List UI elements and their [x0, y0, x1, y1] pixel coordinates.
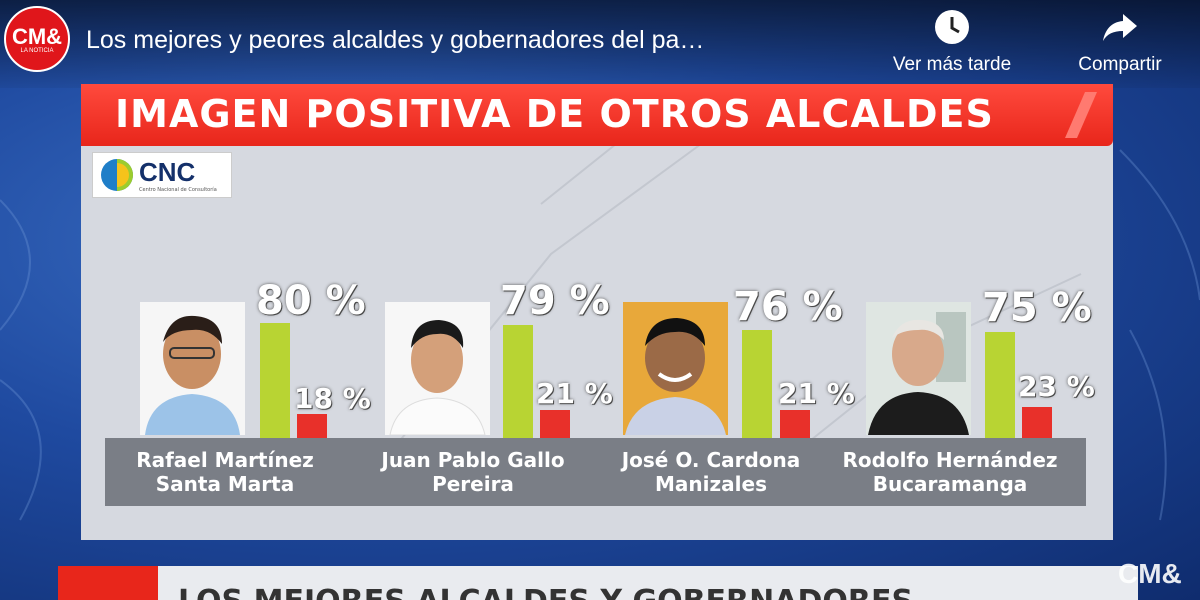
channel-logo-subtext: LA NOTICIA [20, 48, 54, 54]
cnc-logo-subtext: Centro Nacional de Consultoría [139, 187, 217, 193]
positive-bar [985, 332, 1015, 438]
candidate-city: Bucaramanga [872, 472, 1028, 496]
positive-bar [742, 330, 772, 438]
candidate-label: José O. Cardona Manizales [591, 448, 831, 496]
slide-title: IMAGEN POSITIVA DE OTROS ALCALDES [115, 92, 994, 136]
watch-later-button[interactable]: Ver más tarde [872, 8, 1032, 76]
cnc-logo: CNC Centro Nacional de Consultoría [92, 152, 232, 198]
share-button[interactable]: Compartir [1060, 8, 1180, 76]
positive-percent: 75 % [982, 285, 1092, 331]
corner-mark-icon [1065, 92, 1097, 138]
cnc-logo-text: CNC [139, 157, 196, 187]
candidate-photo [140, 302, 245, 435]
positive-percent: 76 % [733, 284, 843, 330]
next-slide-banner-accent [58, 566, 158, 600]
channel-logo-text: CM& [11, 24, 63, 49]
positive-bar [503, 325, 533, 438]
cnc-logo-icon [101, 159, 133, 191]
positive-percent: 79 % [500, 278, 610, 324]
candidate-names-bar: Rafael Martínez Santa Marta Juan Pablo G… [105, 438, 1086, 506]
candidate-photo [385, 302, 490, 435]
slide-title-banner: IMAGEN POSITIVA DE OTROS ALCALDES [81, 84, 1113, 146]
candidate-label: Rafael Martínez Santa Marta [105, 448, 345, 496]
video-title[interactable]: Los mejores y peores alcaldes y gobernad… [86, 26, 705, 54]
channel-avatar[interactable]: CM& LA NOTICIA [4, 6, 70, 72]
next-slide-strip: LOS MEJORES ALCALDES Y GOBERNADORES [58, 566, 1138, 600]
candidate-photo [623, 302, 728, 435]
candidate-city: Santa Marta [155, 472, 295, 496]
candidate-name: Juan Pablo Gallo [381, 448, 565, 472]
negative-bar [297, 414, 327, 438]
channel-watermark: CM& [1118, 558, 1182, 589]
watch-later-label: Ver más tarde [892, 54, 1012, 75]
candidate-name: Rodolfo Hernández [842, 448, 1058, 472]
candidate-label: Juan Pablo Gallo Pereira [353, 448, 593, 496]
negative-bar [540, 410, 570, 438]
share-arrow-icon [1103, 14, 1137, 41]
clock-icon [935, 10, 969, 44]
candidate-city: Manizales [655, 472, 767, 496]
candidate-city: Pereira [432, 472, 514, 496]
share-label: Compartir [1078, 54, 1162, 75]
negative-bar [1022, 407, 1052, 438]
negative-percent: 23 % [1018, 370, 1095, 403]
candidate-name: José O. Cardona [621, 448, 801, 472]
positive-bar [260, 323, 290, 438]
candidate-label: Rodolfo Hernández Bucaramanga [830, 448, 1070, 496]
next-slide-title: LOS MEJORES ALCALDES Y GOBERNADORES [178, 584, 913, 600]
positive-percent: 80 % [256, 278, 366, 324]
negative-percent: 21 % [778, 377, 855, 410]
negative-percent: 21 % [536, 377, 613, 410]
negative-bar [780, 410, 810, 438]
negative-percent: 18 % [294, 382, 371, 415]
video-info-bar: CM& LA NOTICIA Los mejores y peores alca… [0, 0, 1200, 88]
candidate-photo [866, 302, 971, 435]
candidate-name: Rafael Martínez [136, 448, 314, 472]
